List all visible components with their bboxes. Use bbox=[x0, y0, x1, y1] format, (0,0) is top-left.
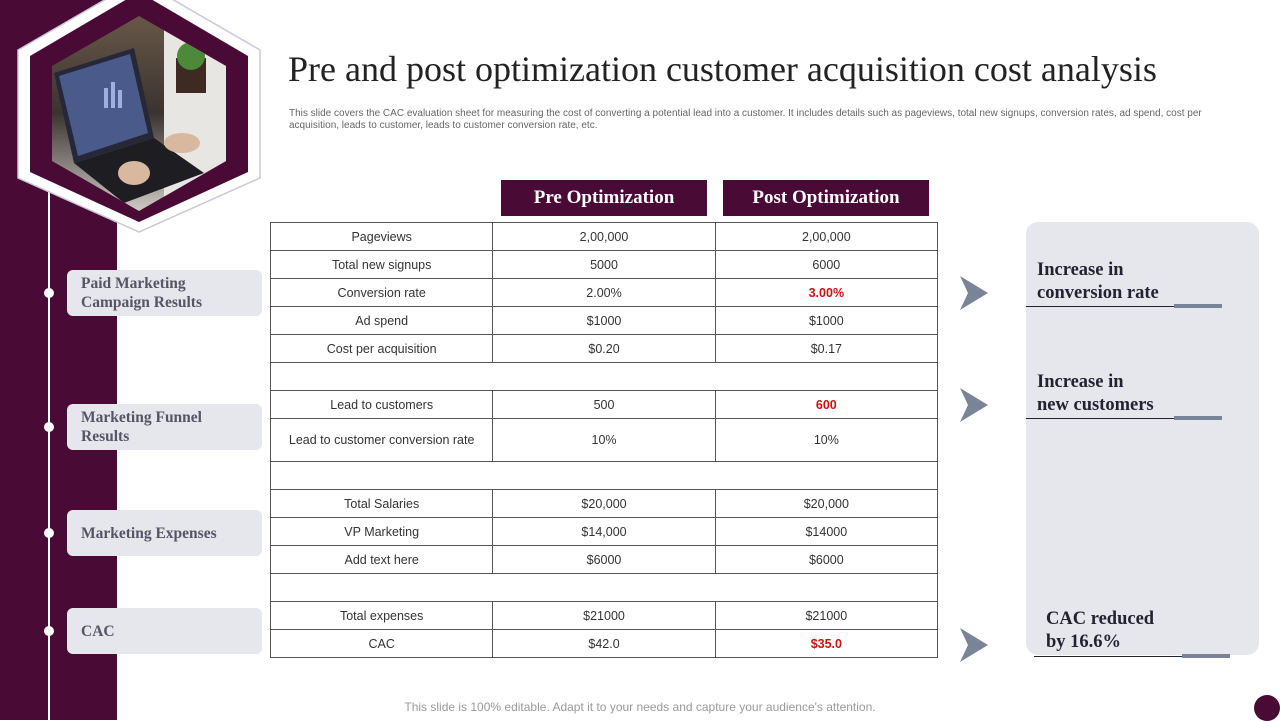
pre-value: 5000 bbox=[492, 250, 716, 279]
insight-underline-bar bbox=[1182, 654, 1230, 658]
insight-line: by 16.6% bbox=[1046, 632, 1122, 652]
footer-note: This slide is 100% editable. Adapt it to… bbox=[404, 700, 876, 714]
table-row: Lead to customers 500 600 bbox=[269, 390, 939, 419]
row-label: Lead to customers bbox=[269, 390, 494, 419]
insight-underline bbox=[1026, 418, 1174, 419]
section-label: Paid Marketing Campaign Results bbox=[81, 275, 203, 311]
pre-value: $6000 bbox=[492, 545, 716, 574]
table-row: Add text here $6000 $6000 bbox=[269, 545, 939, 574]
table-row: Total Salaries $20,000 $20,000 bbox=[269, 489, 939, 518]
timeline-dot bbox=[44, 288, 54, 298]
row-label: Ad spend bbox=[269, 306, 494, 335]
table-spacer-row bbox=[270, 461, 938, 490]
row-label: CAC bbox=[269, 629, 494, 658]
pre-value: 500 bbox=[492, 390, 716, 419]
post-value: $35.0 bbox=[714, 629, 939, 658]
table-row: Total expenses $21000 $21000 bbox=[269, 601, 939, 630]
row-label: Cost per acquisition bbox=[269, 334, 494, 363]
table-row: CAC $42.0 $35.0 bbox=[269, 629, 939, 658]
insight-line: Increase in bbox=[1037, 372, 1124, 392]
laptop-photo bbox=[17, 0, 261, 233]
insight-line: conversion rate bbox=[1037, 283, 1159, 303]
table-row: VP Marketing $14,000 $14000 bbox=[269, 517, 939, 546]
timeline-line bbox=[48, 180, 50, 720]
section-marketing-expenses: Marketing Expenses bbox=[67, 510, 262, 556]
section-marketing-funnel: Marketing Funnel Results bbox=[67, 404, 262, 450]
post-value: $20,000 bbox=[714, 489, 939, 518]
table-row: Total new signups 5000 6000 bbox=[269, 250, 939, 279]
row-label: Add text here bbox=[269, 545, 494, 574]
post-value: $6000 bbox=[714, 545, 939, 574]
row-label: Lead to customer conversion rate bbox=[269, 418, 494, 462]
row-label: VP Marketing bbox=[269, 517, 494, 546]
post-value: $1000 bbox=[714, 306, 939, 335]
insight-underline-bar bbox=[1174, 304, 1222, 308]
insight-cac: CAC reduced by 16.6% bbox=[1046, 608, 1154, 654]
post-value: 10% bbox=[714, 418, 939, 462]
post-value: $14000 bbox=[714, 517, 939, 546]
corner-circle bbox=[1254, 695, 1280, 721]
table-row: Cost per acquisition $0.20 $0.17 bbox=[269, 334, 939, 363]
post-value: $21000 bbox=[714, 601, 939, 630]
row-label: Total new signups bbox=[269, 250, 494, 279]
row-label: Total Salaries bbox=[269, 489, 494, 518]
row-label: Conversion rate bbox=[269, 278, 494, 307]
pre-value: $21000 bbox=[492, 601, 716, 630]
insight-line: CAC reduced bbox=[1046, 609, 1155, 629]
section-paid-marketing: Paid Marketing Campaign Results bbox=[67, 270, 262, 316]
insight-line: new customers bbox=[1037, 395, 1154, 415]
timeline-dot bbox=[44, 528, 54, 538]
insight-underline bbox=[1034, 656, 1182, 657]
insight-conversion: Increase in conversion rate bbox=[1037, 259, 1159, 305]
column-header-pre: Pre Optimization bbox=[501, 180, 707, 216]
page-description: This slide covers the CAC evaluation she… bbox=[289, 108, 1202, 131]
pre-value: $1000 bbox=[492, 306, 716, 335]
insight-underline-bar bbox=[1174, 416, 1222, 420]
timeline-dot bbox=[44, 626, 54, 636]
table-row: Lead to customer conversion rate 10% 10% bbox=[269, 418, 939, 462]
section-label: Marketing Funnel Results bbox=[81, 409, 202, 445]
pre-value: 2,00,000 bbox=[492, 222, 716, 251]
pre-value: $42.0 bbox=[492, 629, 716, 658]
insights-panel bbox=[1026, 222, 1259, 655]
table-row: Conversion rate 2.00% 3.00% bbox=[269, 278, 939, 307]
page-title: Pre and post optimization customer acqui… bbox=[288, 49, 1157, 89]
cac-table: Pageviews 2,00,000 2,00,000 Total new si… bbox=[269, 222, 939, 658]
chevron-arrow-icon bbox=[960, 388, 988, 422]
section-cac: CAC bbox=[67, 608, 262, 654]
insight-customers: Increase in new customers bbox=[1037, 371, 1154, 417]
timeline-dot bbox=[44, 422, 54, 432]
pre-value: 10% bbox=[492, 418, 716, 462]
post-value: $0.17 bbox=[714, 334, 939, 363]
table-spacer-row bbox=[270, 362, 938, 391]
post-value: 6000 bbox=[714, 250, 939, 279]
insight-line: Increase in bbox=[1037, 260, 1124, 280]
post-value: 2,00,000 bbox=[714, 222, 939, 251]
section-label: Marketing Expenses bbox=[81, 524, 217, 542]
table-row: Pageviews 2,00,000 2,00,000 bbox=[269, 222, 939, 251]
post-value: 600 bbox=[714, 390, 939, 419]
chevron-arrow-icon bbox=[960, 628, 988, 662]
pre-value: 2.00% bbox=[492, 278, 716, 307]
table-spacer-row bbox=[270, 573, 938, 602]
column-header-post: Post Optimization bbox=[723, 180, 929, 216]
row-label: Total expenses bbox=[269, 601, 494, 630]
insight-underline bbox=[1026, 306, 1174, 307]
post-value: 3.00% bbox=[714, 278, 939, 307]
row-label: Pageviews bbox=[269, 222, 494, 251]
pre-value: $14,000 bbox=[492, 517, 716, 546]
section-label: CAC bbox=[81, 622, 115, 640]
chevron-arrow-icon bbox=[960, 276, 988, 310]
pre-value: $20,000 bbox=[492, 489, 716, 518]
table-row: Ad spend $1000 $1000 bbox=[269, 306, 939, 335]
pre-value: $0.20 bbox=[492, 334, 716, 363]
